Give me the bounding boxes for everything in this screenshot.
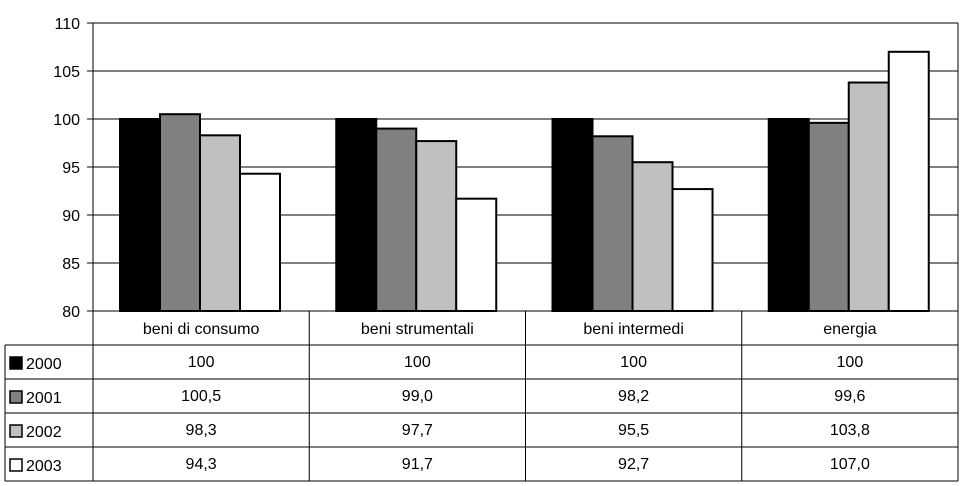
table-cell: 100	[837, 354, 864, 371]
category-label: beni strumentali	[361, 321, 474, 338]
data-table: beni di consumo beni strumentali beni inte…	[4, 310, 959, 482]
table-cell: 100	[620, 354, 647, 371]
bar-2001-3	[591, 135, 634, 312]
bar-2001-4	[807, 121, 850, 312]
bars	[119, 50, 930, 313]
table-cell: 98,2	[618, 388, 649, 405]
table-cell: 97,7	[402, 422, 433, 439]
bar-2000-4	[767, 118, 810, 312]
table-cell: 99,0	[402, 388, 433, 405]
table-cell: 100	[188, 354, 215, 371]
table-cell: 103,8	[830, 422, 870, 439]
bar-2002-2	[415, 140, 458, 312]
legend-label: 2001	[26, 390, 62, 407]
y-tick-label: 85	[62, 256, 80, 273]
bar-2001-1	[159, 113, 201, 312]
legend-key-2001	[9, 390, 23, 404]
y-axis: 80 85 90 95 100 105 110	[53, 16, 959, 321]
legend-key-2003	[9, 458, 23, 472]
legend-key-2000	[9, 356, 23, 370]
bar-2003-4	[887, 50, 930, 313]
bar-2000-2	[335, 118, 378, 312]
bar-2002-1	[199, 134, 241, 312]
y-tick-label: 100	[53, 112, 80, 129]
legend-label: 2002	[26, 424, 62, 441]
table-cell: 99,6	[834, 388, 865, 405]
table-cell: 100,5	[181, 388, 221, 405]
category-label: beni intermedi	[583, 321, 684, 338]
bar-2002-4	[847, 81, 890, 312]
category-label: energia	[823, 321, 876, 338]
legend-label: 2003	[26, 458, 62, 475]
bar-2000-3	[551, 118, 594, 312]
y-tick-label: 90	[62, 208, 80, 225]
table-cell: 95,5	[618, 422, 649, 439]
y-tick-label: 110	[54, 16, 80, 33]
category-label: beni di consumo	[143, 321, 260, 338]
table-cell: 100	[404, 354, 431, 371]
legend-label: 2000	[26, 356, 62, 373]
bar-2003-3	[671, 188, 714, 312]
bar-2000-1	[119, 118, 161, 312]
bar-2003-2	[455, 197, 498, 312]
table-cell: 98,3	[186, 422, 217, 439]
y-tick-label: 80	[62, 304, 80, 321]
y-tick-label: 105	[53, 64, 80, 81]
legend-key-2002	[9, 424, 23, 438]
table-cell: 91,7	[402, 456, 433, 473]
bar-2001-2	[375, 127, 418, 312]
bar-2002-3	[631, 161, 674, 312]
table-cell: 92,7	[618, 456, 649, 473]
table-cell: 107,0	[830, 456, 870, 473]
table-cell: 94,3	[186, 456, 217, 473]
bar-2003-1	[239, 172, 281, 312]
y-tick-label: 95	[62, 160, 80, 177]
